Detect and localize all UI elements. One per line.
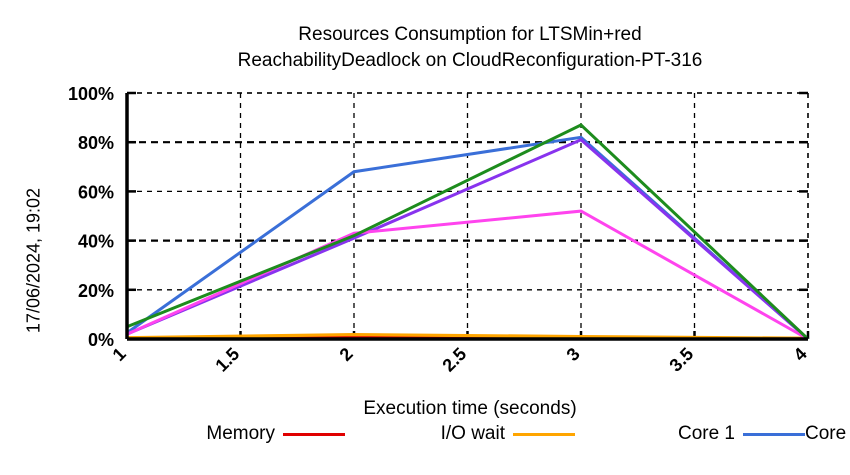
- legend-label: Core 2: [805, 423, 850, 444]
- x-tick-label: 2.5: [438, 344, 470, 376]
- chart-title: Resources Consumption for LTSMin+red Rea…: [125, 22, 815, 74]
- y-tick-label: 80%: [78, 133, 114, 153]
- series-line-core-3: [126, 209, 809, 341]
- y-tick-label: 100%: [68, 84, 114, 104]
- legend-item-core-2[interactable]: Core 2: [805, 422, 850, 446]
- x-tick-label: 1.5: [211, 344, 243, 376]
- x-tick-label: 3: [563, 344, 584, 365]
- legend-label: I/O wait: [440, 423, 505, 444]
- x-tick-label: 2: [336, 344, 357, 365]
- y-tick-label: 40%: [78, 232, 114, 252]
- y-tick-label: 0%: [88, 330, 114, 350]
- legend-label: Core 1: [677, 423, 735, 444]
- legend-item-core-1[interactable]: Core 1: [575, 422, 805, 446]
- x-tick-label: 4: [790, 344, 811, 365]
- legend-color-swatch: [283, 432, 345, 436]
- x-tick-label: 1: [109, 344, 130, 365]
- x-axis-title: Execution time (seconds): [363, 398, 577, 419]
- legend-color-swatch: [743, 432, 805, 436]
- chart-title-line-2: ReachabilityDeadlock on CloudReconfigura…: [237, 50, 703, 71]
- legend-item-i-o-wait[interactable]: I/O wait: [345, 422, 575, 446]
- legend-label: Memory: [206, 423, 275, 444]
- legend-color-swatch: [513, 432, 575, 436]
- y-tick-label: 60%: [78, 182, 114, 202]
- x-tick-label: 3.5: [665, 344, 697, 376]
- series-line-core-4: [126, 123, 810, 341]
- series-line-core-2: [126, 137, 809, 341]
- legend-item-memory[interactable]: Memory: [125, 422, 345, 446]
- y-tick-label: 20%: [78, 281, 114, 301]
- chart-title-line-1: Resources Consumption for LTSMin+red: [298, 24, 642, 45]
